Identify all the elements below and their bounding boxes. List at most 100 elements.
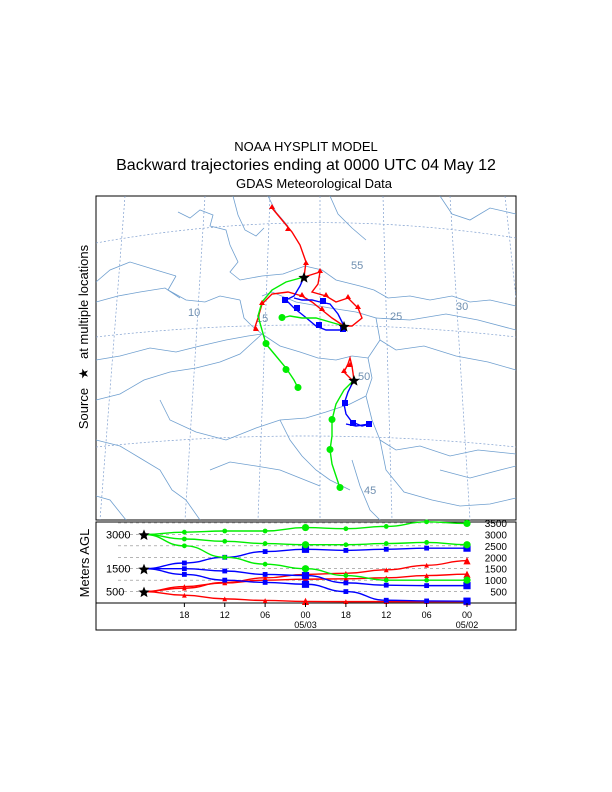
- lon-label-30: 30: [456, 301, 468, 313]
- point-traj5-1: [181, 572, 187, 577]
- map-markers: [253, 204, 372, 491]
- source-star-b: [338, 321, 350, 332]
- point-traj1-2: [222, 596, 228, 602]
- point-traj8-7: [424, 540, 430, 545]
- source-label: Source ★ at multiple locations: [76, 244, 91, 429]
- source-label-rest: at multiple locations: [76, 244, 91, 359]
- point-traj7-1: [181, 529, 187, 535]
- point-traj5-2: [222, 577, 228, 583]
- title-line3: GDAS Meteorological Data: [236, 176, 393, 191]
- lat-label-45: 45: [364, 485, 376, 497]
- map-track-green-north: [257, 276, 305, 389]
- lon-label-25: 25: [390, 311, 402, 323]
- point-traj4-1: [181, 566, 187, 572]
- point-traj4-5: [343, 580, 349, 586]
- point-traj1-4: [301, 597, 310, 605]
- point-traj6-7: [424, 545, 430, 551]
- point-traj9-4: [301, 565, 310, 573]
- point-traj7-7: [424, 519, 430, 525]
- point-traj8-1: [181, 536, 187, 542]
- date-label-0: 05/03: [294, 620, 317, 630]
- point-traj3-6: [383, 567, 389, 573]
- x-tick-label-0: 18: [179, 610, 189, 620]
- map-track-red-north-b: [303, 270, 363, 327]
- x-tick-label-6: 06: [422, 610, 432, 620]
- point-traj8-5: [343, 542, 349, 548]
- lat-label-55: 55: [351, 260, 363, 272]
- point-traj6-1: [181, 560, 187, 566]
- right-tick-500: 500: [490, 588, 507, 599]
- profile-source-star-3000: [138, 529, 150, 541]
- point-traj6-6: [383, 546, 389, 552]
- map-track-green-mid: [281, 315, 345, 327]
- x-tick-label-1: 12: [220, 610, 230, 620]
- point-traj5-5: [343, 589, 349, 594]
- point-traj1-5: [343, 599, 349, 605]
- point-traj4-3: [262, 572, 268, 577]
- point-traj4-7: [424, 583, 430, 589]
- point-traj3-1: [181, 585, 187, 591]
- point-traj6-4: [301, 545, 310, 553]
- profile-source-star-500: [138, 586, 150, 598]
- lat-label-50: 50: [358, 371, 370, 383]
- point-traj9-7: [424, 577, 430, 583]
- point-traj8-3: [262, 541, 268, 546]
- point-traj3-7: [424, 562, 430, 568]
- point-traj9-1: [181, 543, 187, 549]
- point-traj7-3: [262, 528, 268, 534]
- point-traj5-6: [383, 597, 389, 603]
- source-star-a: [298, 272, 310, 283]
- point-traj5-3: [262, 580, 268, 585]
- x-tick-label-3: 00: [300, 610, 310, 620]
- coastlines: [96, 196, 516, 520]
- right-tick-1000: 1000: [485, 576, 508, 587]
- point-traj8-8: [463, 541, 471, 549]
- map-panel: 55 50 45 10 15 25 30: [95, 195, 517, 521]
- point-traj7-2: [222, 528, 228, 534]
- title-line2: Backward trajectories ending at 0000 UTC…: [116, 157, 496, 174]
- point-traj4-2: [222, 568, 228, 574]
- point-traj7-6: [383, 524, 389, 529]
- right-tick-3000: 3000: [485, 530, 508, 541]
- source-star-label: ★: [76, 368, 91, 380]
- profile-source-star-1500: [138, 563, 150, 575]
- right-tick-1500: 1500: [485, 565, 508, 576]
- svg-text:Source ★ at multip: Source ★ at multiple locations: [76, 244, 91, 429]
- point-traj7-8: [463, 519, 471, 528]
- lon-label-10: 10: [188, 307, 200, 319]
- right-tick-3500: 3500: [485, 519, 508, 530]
- map-track-green-south: [329, 379, 355, 489]
- point-traj3-3: [262, 575, 268, 581]
- point-traj1-1: [181, 592, 187, 598]
- point-traj7-5: [343, 526, 349, 532]
- left-tick-3000: 3000: [106, 529, 130, 541]
- point-traj8-4: [301, 541, 310, 549]
- point-traj1-3: [262, 598, 268, 603]
- point-traj2-8: [463, 570, 471, 578]
- point-traj2-5: [343, 576, 349, 582]
- profile-gridlines: [118, 522, 470, 592]
- point-traj9-3: [262, 561, 268, 567]
- y-axis-label: Meters AGL: [77, 529, 92, 598]
- point-traj7-4: [301, 523, 310, 532]
- point-traj2-7: [424, 573, 430, 578]
- left-tick-500: 500: [106, 587, 124, 599]
- point-traj4-4: [301, 571, 310, 580]
- point-traj9-2: [222, 554, 228, 560]
- point-traj6-3: [262, 549, 268, 554]
- point-traj8-2: [222, 538, 228, 544]
- point-traj4-8: [463, 582, 471, 590]
- x-tick-label-5: 12: [381, 610, 391, 620]
- point-traj5-8: [463, 597, 471, 605]
- title-line1: NOAA HYSPLIT MODEL: [234, 139, 378, 154]
- date-label-1: 05/02: [456, 620, 479, 630]
- point-traj4-6: [383, 582, 389, 588]
- x-tick-label-2: 06: [260, 610, 270, 620]
- point-traj6-5: [343, 548, 349, 553]
- point-traj3-8: [463, 557, 471, 565]
- point-traj8-6: [383, 541, 389, 546]
- profile-series: [138, 519, 471, 606]
